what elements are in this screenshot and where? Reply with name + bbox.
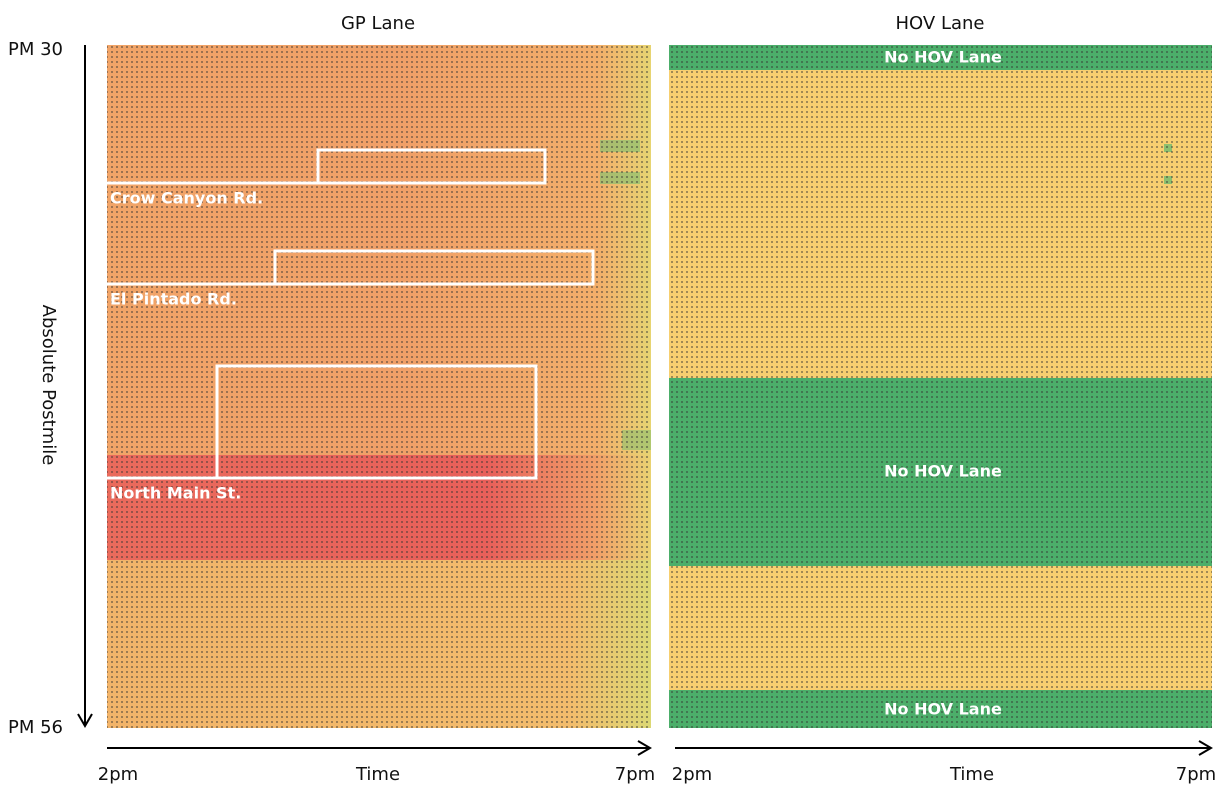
panel-title: GP Lane [341, 13, 415, 34]
road-label: Crow Canyon Rd. [110, 189, 263, 208]
panel-title: HOV Lane [896, 13, 985, 34]
x-axis-label: Time [355, 764, 400, 785]
y-axis-start: PM 30 [8, 39, 63, 60]
y-axis-end: PM 56 [8, 717, 63, 738]
y-axis-arrow [77, 45, 93, 728]
x-axis-label: Time [949, 764, 994, 785]
road-label: El Pintado Rd. [110, 290, 237, 309]
x-axis-start: 2pm [672, 764, 712, 785]
road-label: North Main St. [110, 484, 241, 503]
hov-heatmap [669, 45, 1212, 728]
highlight-boxes [107, 148, 595, 480]
x-axis-start: 2pm [98, 764, 138, 785]
x-axis-end: 7pm [615, 764, 655, 785]
no-hov-label: No HOV Lane [884, 700, 1002, 719]
no-hov-label: No HOV Lane [884, 48, 1002, 67]
x-axis-arrow [107, 740, 1213, 756]
y-axis-label: Absolute Postmile [38, 305, 59, 466]
gp-heatmap [107, 45, 651, 728]
x-axis-end: 7pm [1176, 764, 1216, 785]
no-hov-label: No HOV Lane [884, 462, 1002, 481]
